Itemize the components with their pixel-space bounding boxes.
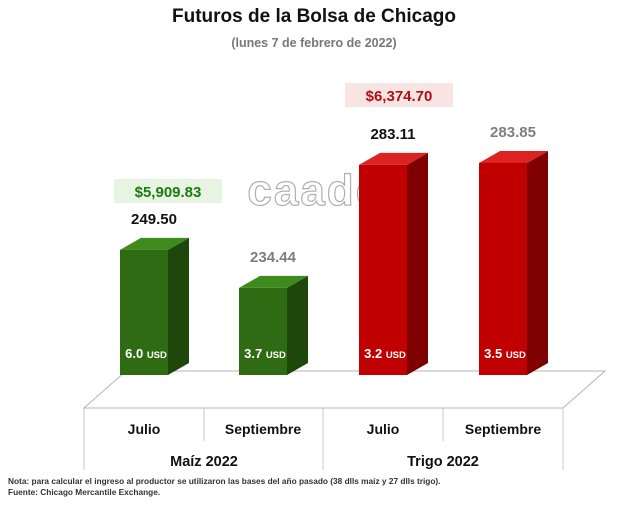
note-text: Nota: para calcular el ingreso al produc…: [8, 476, 441, 486]
callout-background: [345, 83, 453, 107]
group-label: Trigo 2022: [407, 454, 479, 470]
group-label: Maíz 2022: [170, 454, 238, 470]
bar-side: [287, 275, 308, 375]
change-label: 6.0 USD: [125, 346, 167, 361]
callout-background: [114, 179, 222, 203]
bar-top: [239, 275, 308, 288]
change-label: 3.5 USD: [484, 346, 526, 361]
bar-top: [479, 151, 548, 163]
value-label: 249.50: [131, 211, 177, 228]
bar: [120, 249, 168, 375]
category-label: Julio: [367, 421, 400, 437]
chart-subtitle: (lunes 7 de febrero de 2022): [231, 36, 397, 50]
change-label: 3.2 USD: [364, 346, 406, 361]
source-text: Fuente: Chicago Mercantile Exchange.: [8, 487, 161, 497]
value-label: 283.11: [370, 126, 415, 143]
callout-value: $5,909.83: [135, 184, 202, 201]
change-value: 6.0: [125, 346, 147, 361]
change-value: 3.5: [484, 346, 506, 361]
value-label: 283.85: [490, 124, 536, 141]
bar-side: [407, 152, 428, 375]
chart-floor: [82, 370, 607, 409]
category-label: Septiembre: [465, 421, 541, 437]
change-value: 3.2: [364, 346, 386, 361]
bar-top: [359, 152, 428, 165]
bar: [239, 287, 287, 375]
change-unit: USD: [147, 350, 167, 361]
change-unit: USD: [386, 350, 406, 361]
change-unit: USD: [506, 350, 526, 361]
bar: [479, 163, 527, 375]
bar-side: [168, 237, 189, 375]
callout-value: $6,374.70: [366, 88, 433, 105]
value-label: 234.44: [250, 249, 297, 266]
chart-title: Futuros de la Bolsa de Chicago: [172, 6, 456, 27]
chart-notes: Nota: para calcular el ingreso al produc…: [8, 476, 623, 498]
bar-side: [527, 151, 548, 375]
bar: [359, 164, 407, 375]
change-unit: USD: [266, 350, 286, 361]
change-value: 3.7: [244, 346, 266, 361]
change-label: 3.7 USD: [244, 346, 286, 361]
category-label: Septiembre: [225, 421, 301, 437]
category-label: Julio: [128, 421, 161, 437]
bar-top: [120, 237, 189, 250]
